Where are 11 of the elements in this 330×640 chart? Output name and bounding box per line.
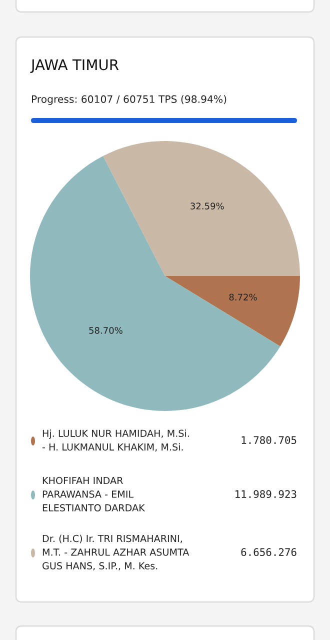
- legend-label: KHOFIFAH INDAR PARAWANSA - EMIL ELESTIANTO DARDAK: [42, 476, 146, 512]
- data-label: 32.59%: [190, 202, 224, 210]
- text: 1.780.705: [242, 436, 296, 444]
- chart-title: JAWA TIMUR: [30, 59, 119, 73]
- data-label: 58.70%: [89, 326, 122, 334]
- data-label: 8.72%: [229, 294, 257, 301]
- text: 6.656.276: [241, 548, 296, 556]
- legend-label: Dr. (H.C) Ir. TRI RISMAHARINI, M.T. - ZAHRUL AZHAR ASUMTA GUS HANS, S.IP., M. Kes.: [42, 534, 190, 570]
- text: 11.989.923: [236, 490, 296, 498]
- legend-label: Hj. LULUK NUR HAMIDAH, M.Si. - H. LUKMANUL KHAKIM, M.Si.: [42, 430, 189, 452]
- chart-subtitle: Progress: 60107 / 60751 TPS (98.94%): [32, 95, 226, 105]
